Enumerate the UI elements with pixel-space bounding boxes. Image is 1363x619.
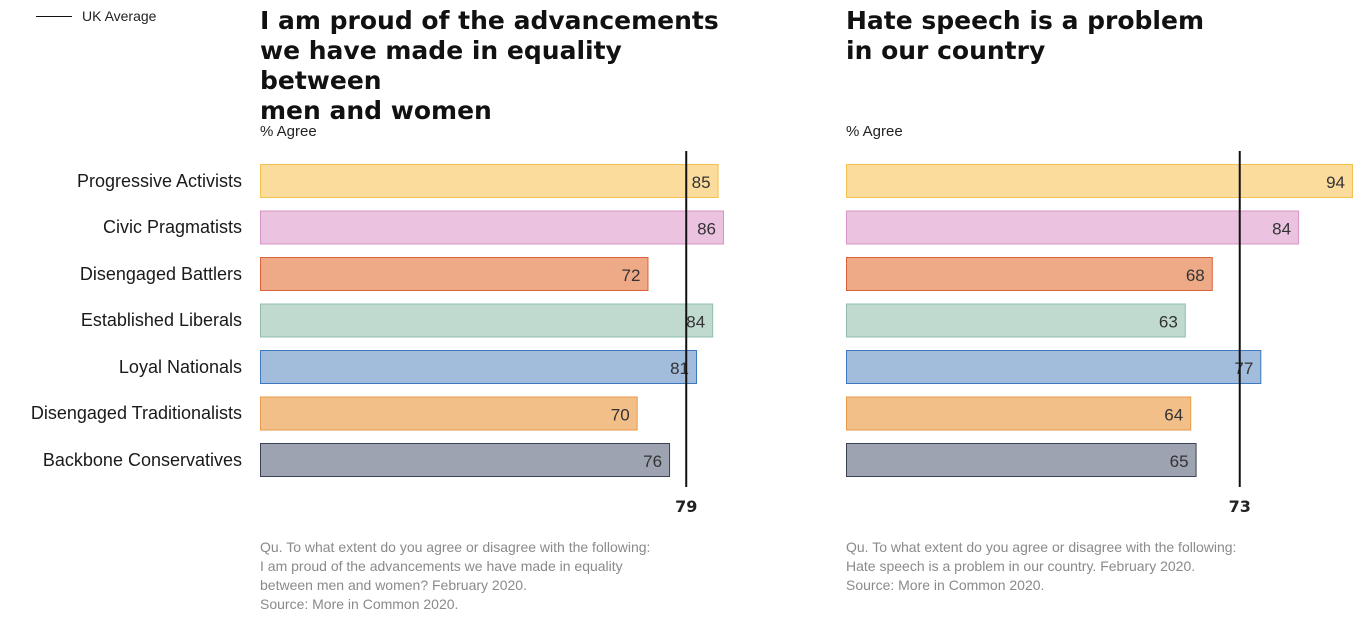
bar <box>846 303 1186 338</box>
bar <box>260 210 724 245</box>
bar-value-label: 86 <box>697 220 716 239</box>
category-label: Backbone Conservatives <box>42 450 242 470</box>
uk-average-value-label: 73 <box>1229 497 1251 516</box>
bar-value-label: 65 <box>1170 452 1189 471</box>
category-label: Established Liberals <box>80 310 242 330</box>
bar <box>846 210 1300 245</box>
footnote-line: Qu. To what extent do you agree or disag… <box>260 539 651 555</box>
footnote-line: Qu. To what extent do you agree or disag… <box>846 539 1237 555</box>
chart-panel-hate-speech: Hate speech is a problem in our country … <box>846 0 1356 619</box>
bar <box>846 164 1353 198</box>
axis-label: % Agree <box>846 123 903 140</box>
bar <box>846 257 1213 291</box>
bar <box>846 396 1192 431</box>
legend-line-swatch <box>36 15 72 17</box>
bar-value-label: 81 <box>670 359 689 378</box>
footnote-line: Hate speech is a problem in our country.… <box>846 558 1196 574</box>
category-label: Disengaged Traditionalists <box>30 403 242 423</box>
bar-value-label: 77 <box>1234 359 1253 378</box>
footnote-line: Source: More in Common 2020. <box>260 596 459 612</box>
axis-label: % Agree <box>260 123 317 140</box>
chart-panel-equality: I am proud of the advancements we have m… <box>260 0 800 619</box>
chart-footnote: Qu. To what extent do you agree or disag… <box>260 538 780 614</box>
category-label: Progressive Activists <box>76 171 242 191</box>
bar <box>260 350 698 384</box>
category-label: Civic Pragmatists <box>102 217 242 237</box>
bar-value-label: 85 <box>692 173 711 192</box>
chart-title-line: Hate speech is a problem <box>846 6 1205 35</box>
bar-value-label: 84 <box>686 313 705 332</box>
chart-title: I am proud of the advancements we have m… <box>260 6 740 126</box>
footnote-line: between men and women? February 2020. <box>260 577 527 593</box>
bar-chart-hate-speech: 94 84 68 63 77 64 65 73 <box>846 151 1353 516</box>
bar-value-label: 68 <box>1186 266 1205 285</box>
bar-value-label: 84 <box>1272 220 1291 239</box>
chart-title: Hate speech is a problem in our country <box>846 6 1326 66</box>
footnote-line: Source: More in Common 2020. <box>846 577 1045 593</box>
bar-chart-equality: 85 86 72 84 81 70 76 79 <box>260 151 724 516</box>
footnote-line: I am proud of the advancements we have m… <box>260 558 623 574</box>
chart-title-line: I am proud of the advancements <box>260 6 719 35</box>
category-label: Disengaged Battlers <box>79 264 242 284</box>
category-label: Loyal Nationals <box>118 357 242 377</box>
bar <box>260 303 714 338</box>
bar-value-label: 70 <box>611 406 630 425</box>
chart-footnote: Qu. To what extent do you agree or disag… <box>846 538 1363 595</box>
bar-value-label: 76 <box>643 452 662 471</box>
bar <box>260 257 649 291</box>
chart-title-line: in our country <box>846 36 1046 65</box>
bar <box>260 164 719 198</box>
chart-title-line: men and women <box>260 96 492 125</box>
bar <box>846 350 1262 384</box>
bar <box>260 443 671 477</box>
bar-value-label: 64 <box>1164 406 1183 425</box>
legend: UK Average <box>36 8 156 24</box>
legend-label: UK Average <box>82 8 157 24</box>
chart-title-line: we have made in equality between <box>260 36 622 95</box>
bar <box>846 443 1197 477</box>
category-labels: Progressive Activists Civic Pragmatists … <box>0 0 242 619</box>
bar-value-label: 72 <box>622 266 641 285</box>
bar <box>260 396 638 431</box>
uk-average-value-label: 79 <box>675 497 697 516</box>
bar-value-label: 63 <box>1159 313 1178 332</box>
bar-value-label: 94 <box>1326 173 1345 192</box>
